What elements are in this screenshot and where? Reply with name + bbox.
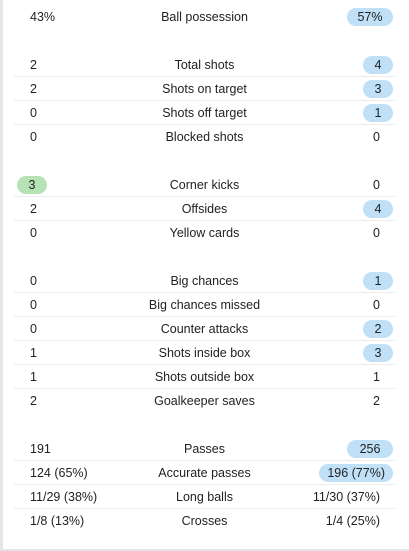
away-value: 0 <box>373 226 380 240</box>
away-value: 1 <box>363 104 393 122</box>
stat-row-offsides: 2 Offsides 4 <box>14 197 395 221</box>
home-value: 2 <box>30 82 37 96</box>
away-value: 11/30 (37%) <box>312 490 380 504</box>
stat-row-blocked-shots: 0 Blocked shots 0 <box>14 125 395 149</box>
home-value: 0 <box>30 322 37 336</box>
stat-row-shots-on-target: 2 Shots on target 3 <box>14 77 395 101</box>
stat-label: Yellow cards <box>169 226 240 240</box>
panel-left-border <box>0 0 3 551</box>
home-value: 124 (65%) <box>30 466 88 480</box>
home-value: 1/8 (13%) <box>30 514 85 528</box>
away-value: 1 <box>363 272 393 290</box>
panel-bottom-border <box>0 549 409 551</box>
stats-group-possession: 43% Ball possession 57% <box>14 5 395 29</box>
stat-label: Long balls <box>176 490 233 504</box>
stat-row-shots-outside-box: 1 Shots outside box 1 <box>14 365 395 389</box>
away-value: 0 <box>373 130 380 144</box>
stat-label: Corner kicks <box>169 178 240 192</box>
away-value: 0 <box>373 178 380 192</box>
stat-label: Shots outside box <box>154 370 255 384</box>
stats-group-shots: 2 Total shots 4 2 Shots on target 3 0 Sh… <box>14 53 395 149</box>
stat-label: Accurate passes <box>158 466 251 480</box>
stats-group-passing: 191 Passes 256 124 (65%) Accurate passes… <box>14 437 395 533</box>
stat-row-shots-off-target: 0 Shots off target 1 <box>14 101 395 125</box>
away-value: 2 <box>373 394 380 408</box>
stat-label: Passes <box>184 442 225 456</box>
away-value: 1 <box>373 370 380 384</box>
stat-label: Big chances <box>170 274 239 288</box>
away-value: 0 <box>373 298 380 312</box>
home-value: 1 <box>30 346 37 360</box>
stat-label: Shots inside box <box>158 346 251 360</box>
stat-label: Goalkeeper saves <box>154 394 255 408</box>
away-value: 3 <box>363 344 393 362</box>
stats-group-set-pieces: 3 Corner kicks 0 2 Offsides 4 0 Yellow c… <box>14 173 395 245</box>
stat-label: Offsides <box>181 202 228 216</box>
stat-row-goalkeeper-saves: 2 Goalkeeper saves 2 <box>14 389 395 413</box>
away-value: 1/4 (25%) <box>325 514 380 528</box>
home-value: 2 <box>30 394 37 408</box>
match-statistics: 43% Ball possession 57% 2 Total shots 4 … <box>14 5 395 533</box>
stat-row-long-balls: 11/29 (38%) Long balls 11/30 (37%) <box>14 485 395 509</box>
away-value: 3 <box>363 80 393 98</box>
home-value: 3 <box>17 176 47 194</box>
stats-group-attack: 0 Big chances 1 0 Big chances missed 0 0… <box>14 269 395 413</box>
stat-row-shots-inside-box: 1 Shots inside box 3 <box>14 341 395 365</box>
stat-label: Shots off target <box>162 106 247 120</box>
stat-label: Counter attacks <box>160 322 249 336</box>
stat-label: Blocked shots <box>165 130 244 144</box>
stat-row-big-chances-missed: 0 Big chances missed 0 <box>14 293 395 317</box>
stat-row-counter-attacks: 0 Counter attacks 2 <box>14 317 395 341</box>
stat-row-passes: 191 Passes 256 <box>14 437 395 461</box>
stat-row-total-shots: 2 Total shots 4 <box>14 53 395 77</box>
away-value: 4 <box>363 200 393 218</box>
stat-label: Crosses <box>181 514 228 528</box>
stat-row-corner-kicks: 3 Corner kicks 0 <box>14 173 395 197</box>
home-value: 191 <box>30 442 51 456</box>
stat-row-big-chances: 0 Big chances 1 <box>14 269 395 293</box>
stat-row-crosses: 1/8 (13%) Crosses 1/4 (25%) <box>14 509 395 533</box>
away-value: 2 <box>363 320 393 338</box>
home-value: 2 <box>30 202 37 216</box>
stat-row-yellow-cards: 0 Yellow cards 0 <box>14 221 395 245</box>
home-value: 0 <box>30 226 37 240</box>
stat-label: Total shots <box>174 58 235 72</box>
stat-label: Ball possession <box>161 10 248 24</box>
stat-label: Shots on target <box>162 82 247 96</box>
home-value: 1 <box>30 370 37 384</box>
away-value: 4 <box>363 56 393 74</box>
home-value: 11/29 (38%) <box>30 490 98 504</box>
home-value: 0 <box>30 130 37 144</box>
stat-row-accurate-passes: 124 (65%) Accurate passes 196 (77%) <box>14 461 395 485</box>
away-value: 57% <box>347 8 393 26</box>
home-value: 0 <box>30 298 37 312</box>
away-value: 256 <box>347 440 393 458</box>
home-value: 43% <box>30 10 56 24</box>
away-value: 196 (77%) <box>319 464 393 482</box>
home-value: 2 <box>30 58 37 72</box>
home-value: 0 <box>30 106 37 120</box>
stat-row-ball-possession: 43% Ball possession 57% <box>14 5 395 29</box>
home-value: 0 <box>30 274 37 288</box>
stat-label: Big chances missed <box>148 298 261 312</box>
